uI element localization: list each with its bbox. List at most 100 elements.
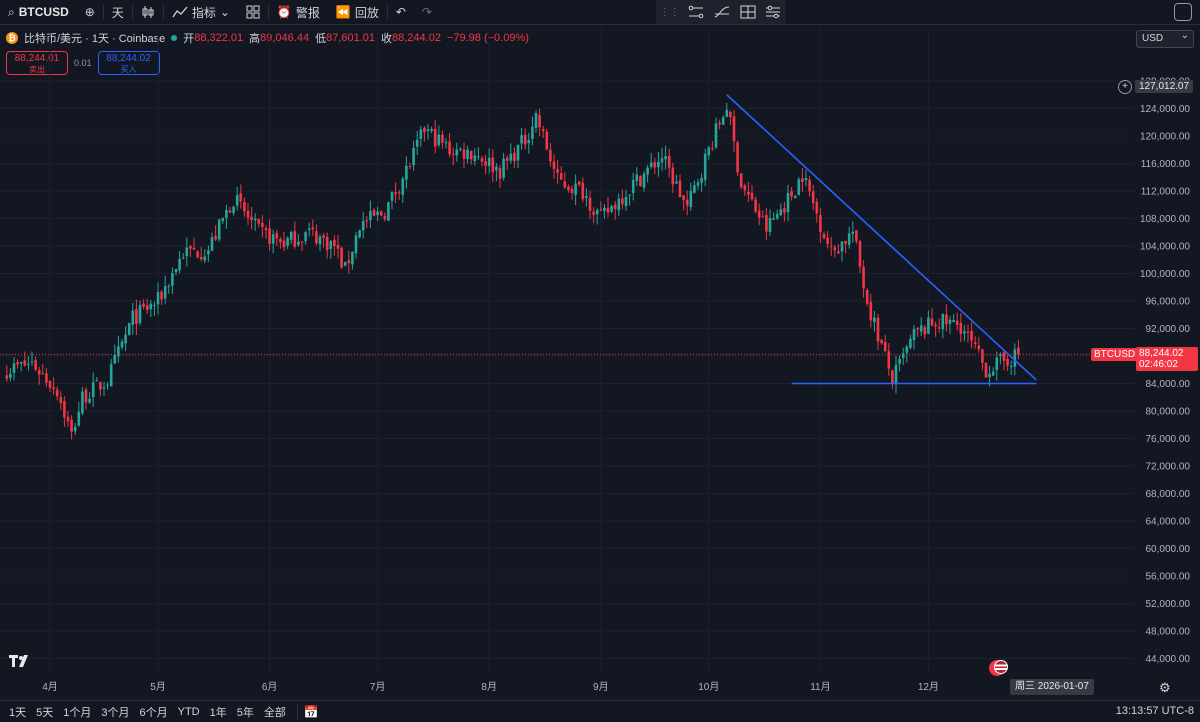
candle-body (549, 149, 552, 162)
trendlines-group[interactable] (726, 94, 1037, 385)
us-flag-icon[interactable] (994, 660, 1008, 674)
range-button[interactable]: 6个月 (139, 706, 168, 719)
settings-gear-icon[interactable]: ⚙ (1159, 680, 1171, 695)
candle-body (217, 219, 221, 240)
candle-body (970, 330, 973, 341)
candle-body (718, 122, 721, 125)
curve-tool-icon[interactable] (713, 4, 731, 20)
candle-body (660, 158, 664, 163)
range-button[interactable]: 1个月 (63, 706, 92, 719)
candle-body (228, 210, 232, 213)
candle-body (667, 155, 671, 168)
high-value: 89,046.44 (260, 32, 310, 44)
chart-type-button[interactable] (133, 0, 163, 24)
add-icon: ⊕ (84, 5, 95, 19)
candle-body (455, 149, 459, 156)
candle-body (534, 113, 538, 129)
compare-button[interactable]: ⊕ (77, 0, 103, 24)
candle-body (505, 157, 509, 161)
candle-body (621, 198, 624, 205)
candle-body (797, 179, 801, 196)
candle-body (387, 202, 390, 221)
symbol-search[interactable]: ⌕ BTCUSD (0, 0, 77, 24)
time-axis[interactable]: 4月 5月 6月 7月 8月 9月 10月 11月 12月 (42, 681, 939, 693)
replay-button[interactable]: ⏪ 回放 (328, 0, 387, 24)
time-tick: 11月 (810, 681, 830, 693)
sell-button[interactable]: 88,244.01 卖出 (6, 51, 68, 75)
candle-body (563, 181, 567, 188)
drag-handle-icon[interactable]: ⋮⋮ (659, 6, 680, 18)
layouts-button[interactable] (238, 0, 268, 24)
range-button[interactable]: 5年 (236, 706, 254, 719)
trendline[interactable] (726, 94, 1037, 381)
candle-body (991, 371, 995, 376)
calendar-icon[interactable]: 📅 (303, 704, 319, 719)
candle-body (261, 222, 264, 227)
candle-body (909, 338, 912, 348)
candle-body (811, 191, 815, 204)
candle-body (192, 247, 196, 250)
candle-body (239, 193, 243, 202)
bottom-toolbar: 1天 5天 1个月 3个月 6个月 YTD 1年 5年 全部 📅 13:13:57 UTC-8 (0, 700, 1200, 722)
candle-body (390, 191, 394, 201)
candle-body (837, 251, 840, 254)
range-button[interactable]: 3个月 (101, 706, 130, 719)
add-alert-icon[interactable]: + (1118, 80, 1132, 94)
trendline-tool-icon[interactable] (687, 4, 705, 20)
candle-body (847, 233, 851, 245)
candle-body (189, 245, 192, 249)
candle-body (685, 199, 689, 206)
candle-body (898, 358, 901, 364)
candle-body (156, 292, 160, 305)
candle-body (325, 237, 329, 251)
candle-body (117, 346, 120, 357)
candle-body (502, 158, 505, 178)
candle-body (426, 129, 430, 131)
symbol-label: BTCUSD (18, 5, 69, 19)
candle-body (862, 267, 865, 289)
candle-body (790, 191, 793, 197)
redo-button[interactable]: ↷ (414, 0, 440, 24)
candle-body (840, 241, 844, 252)
candle-body (1002, 352, 1006, 361)
interval-button[interactable]: 天 (104, 0, 132, 24)
range-button[interactable]: YTD (177, 705, 200, 718)
candle-body (829, 245, 833, 247)
candle-body (880, 339, 883, 344)
price-chart[interactable]: 128,000.00124,000.00120,000.00116,000.00… (0, 0, 1200, 700)
fullscreen-icon[interactable] (1174, 3, 1192, 21)
candle-body (912, 329, 916, 340)
candle-body (369, 211, 372, 221)
range-button[interactable]: 1年 (209, 706, 227, 719)
symbol-tag-label: BTCUSD (1094, 349, 1136, 360)
candle-body (513, 152, 516, 162)
candle-body (804, 177, 808, 181)
settings-sliders-icon[interactable] (764, 4, 782, 20)
legend-title[interactable]: 比特币/美元 · 1天 · Coinbase (24, 33, 166, 45)
candle-body (714, 123, 718, 148)
candle-body (293, 231, 297, 247)
symbol-tag: BTCUSD (1091, 348, 1139, 361)
range-button[interactable]: 5天 (36, 706, 54, 719)
price-tick: 124,000.00 (1140, 104, 1190, 115)
undo-button[interactable]: ↶ (388, 0, 414, 24)
buy-button[interactable]: 88,244.02 买入 (97, 51, 160, 75)
candle-body (1009, 365, 1013, 367)
crosshair-box-icon[interactable] (739, 4, 757, 20)
alert-button[interactable]: ⏰ 警报 (269, 0, 328, 24)
price-tick: 68,000.00 (1146, 489, 1191, 500)
indicators-button[interactable]: 指标 ⌄ (164, 0, 238, 24)
currency-select[interactable]: USD (1136, 30, 1194, 48)
candle-body (966, 331, 970, 333)
candle-body (16, 361, 19, 365)
candle-body (937, 327, 941, 329)
range-button[interactable]: 全部 (263, 706, 286, 719)
candle-body (894, 364, 898, 384)
clock[interactable]: 13:13:57 UTC-8 (1115, 705, 1194, 717)
range-button[interactable]: 1天 (9, 706, 27, 719)
candle-body (379, 211, 383, 216)
candle-body (430, 129, 433, 132)
candle-body (635, 174, 639, 182)
candle-body (1017, 347, 1020, 355)
candle-body (815, 202, 819, 214)
